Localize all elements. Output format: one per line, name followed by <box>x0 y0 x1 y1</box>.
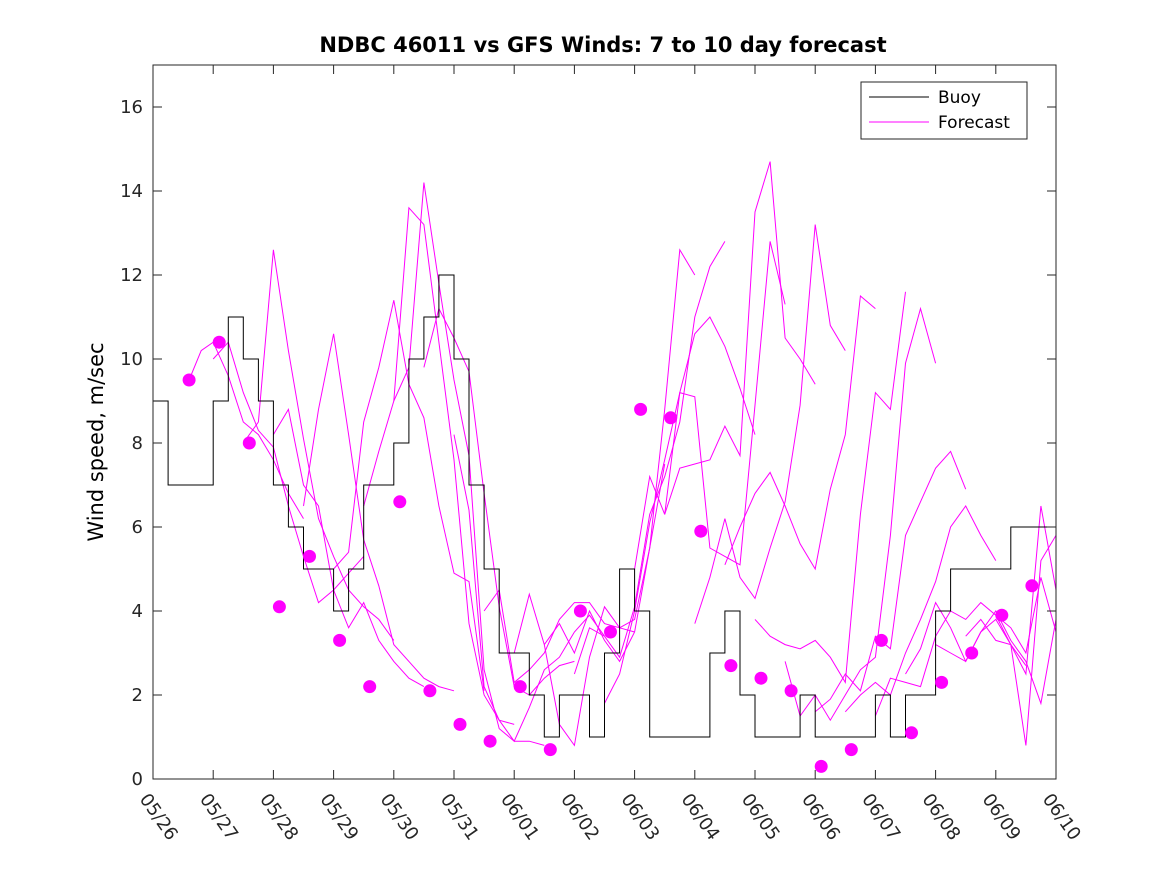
forecast-line-27 <box>965 535 1057 746</box>
forecast-line-1 <box>188 341 304 519</box>
forecast-marker <box>604 625 617 639</box>
y-tick-label: 10 <box>120 349 143 370</box>
y-axis: 0 2 4 6 8 10 12 14 16 <box>120 97 1056 790</box>
marker-layer <box>182 335 1039 773</box>
forecast-marker <box>453 717 467 731</box>
forecast-marker <box>513 680 527 694</box>
forecast-marker <box>363 680 377 694</box>
forecast-line-10 <box>453 434 605 743</box>
legend-forecast-label: Forecast <box>938 113 1010 133</box>
forecast-marker <box>874 633 888 647</box>
forecast-marker <box>212 335 226 349</box>
forecast-line-21 <box>784 306 937 722</box>
forecast-line-5 <box>303 333 455 692</box>
forecast-line-16 <box>634 241 786 570</box>
forecast-marker <box>333 633 347 647</box>
forecast-line-13 <box>543 248 696 663</box>
y-tick-label: 2 <box>132 685 143 706</box>
forecast-line-11 <box>483 588 635 684</box>
forecast-marker <box>664 411 678 425</box>
legend-box <box>860 81 1028 140</box>
forecast-line-23 <box>844 505 997 713</box>
forecast-line-12 <box>513 463 666 747</box>
forecast-marker <box>694 524 708 538</box>
forecast-marker <box>272 600 286 614</box>
forecast-marker <box>483 734 497 748</box>
y-tick-label: 8 <box>132 433 143 454</box>
y-tick-label: 4 <box>132 601 143 622</box>
forecast-marker <box>634 402 648 416</box>
forecast-line-19 <box>724 295 876 571</box>
forecast-marker <box>182 373 196 387</box>
forecast-line-17 <box>664 161 816 515</box>
forecast-line-20 <box>754 291 906 684</box>
forecast-marker <box>1025 579 1039 593</box>
legend: Buoy Forecast <box>860 81 1028 140</box>
forecast-line-4 <box>272 408 425 688</box>
forecast-line-18 <box>694 224 846 624</box>
y-tick-label: 12 <box>120 265 143 286</box>
forecast-line-3 <box>242 249 395 641</box>
forecast-marker <box>543 743 557 757</box>
y-tick-label: 16 <box>120 97 143 118</box>
forecast-marker <box>724 659 738 673</box>
forecast-line-28 <box>995 577 1057 655</box>
forecast-marker <box>844 743 858 757</box>
forecast-marker <box>935 675 949 689</box>
forecast-line-26 <box>935 610 1057 706</box>
forecast-line-22 <box>814 450 967 713</box>
y-tick-label: 14 <box>120 181 143 202</box>
forecast-marker <box>303 549 316 563</box>
axes-box <box>152 64 1057 780</box>
forecast-line-14 <box>573 241 726 675</box>
forecast-marker <box>573 604 587 618</box>
forecast-marker <box>784 684 798 698</box>
forecast-marker <box>814 759 828 773</box>
forecast-marker <box>423 684 437 698</box>
buoy-line <box>153 274 1056 738</box>
forecast-line-7 <box>363 206 515 725</box>
forecast-marker <box>905 726 918 740</box>
y-axis-label: Wind speed, m/sec <box>84 342 108 541</box>
forecast-marker <box>242 436 256 450</box>
forecast-marker <box>995 608 1009 622</box>
legend-buoy-label: Buoy <box>938 88 981 108</box>
y-tick-label: 0 <box>132 769 143 790</box>
y-tick-label: 6 <box>132 517 143 538</box>
forecast-marker <box>754 671 768 685</box>
forecast-marker <box>965 646 979 660</box>
chart-title: NDBC 46011 vs GFS Winds: 7 to 10 day for… <box>319 33 886 57</box>
forecast-marker <box>393 495 407 509</box>
series-layer <box>153 161 1057 747</box>
